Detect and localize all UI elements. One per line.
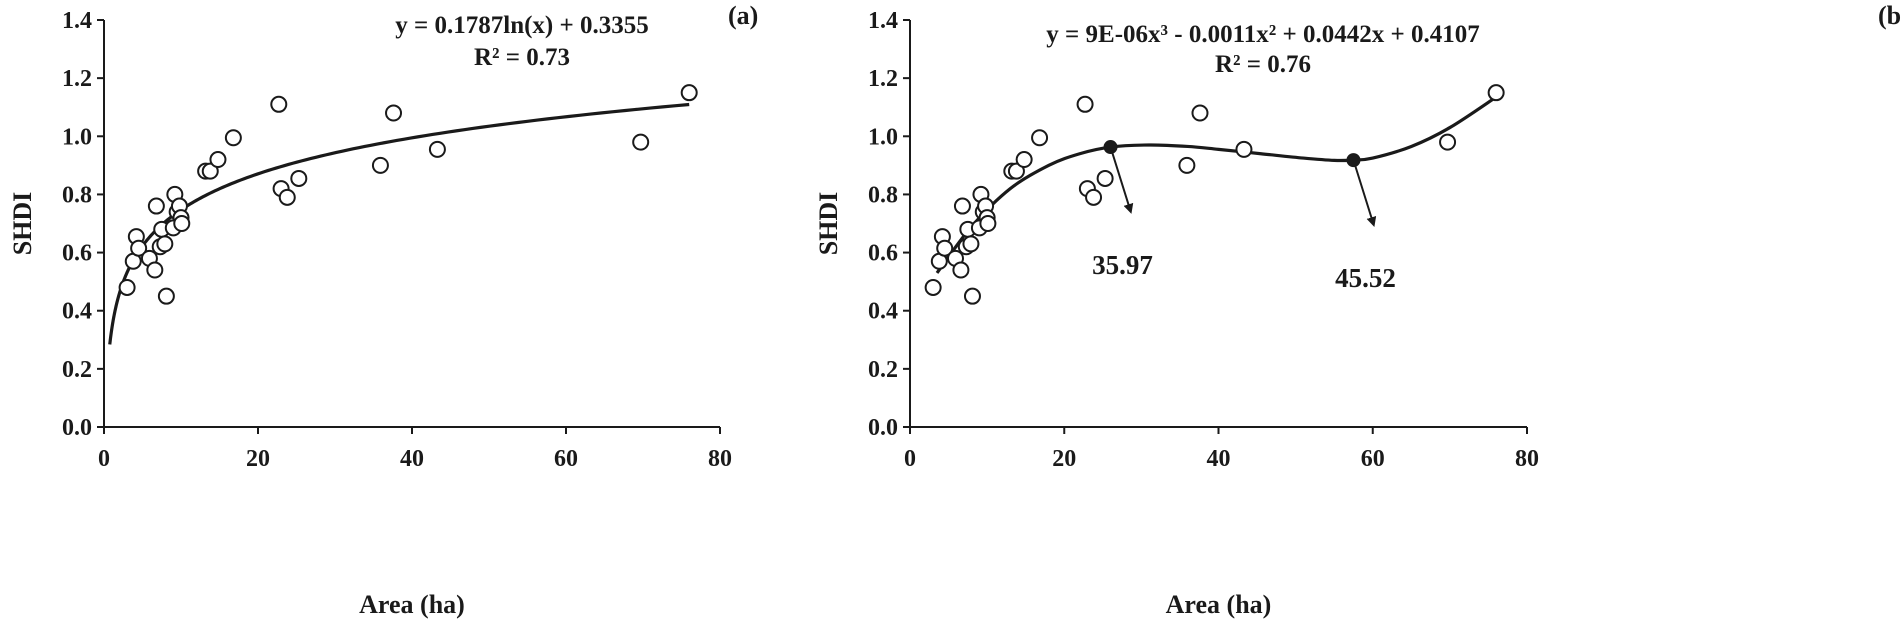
data-point xyxy=(371,156,389,174)
data-point xyxy=(1096,169,1114,187)
x-tick-label: 80 xyxy=(1515,446,1539,472)
data-point xyxy=(157,287,175,305)
panel-label: (a) xyxy=(728,1,758,30)
y-tick-label: 0.4 xyxy=(868,299,898,325)
turning-point-arrow xyxy=(1352,159,1377,227)
turning-point-label: 45.52 xyxy=(1335,263,1396,293)
y-tick-label: 0.4 xyxy=(62,299,92,325)
data-point xyxy=(385,104,403,122)
x-tick-label: 20 xyxy=(1052,446,1076,472)
trendline-equation: y = 0.1787ln(x) + 0.3355 xyxy=(395,12,649,39)
data-point xyxy=(201,162,219,180)
x-tick-label: 0 xyxy=(98,446,110,472)
y-tick-label: 0.8 xyxy=(868,182,898,208)
data-point xyxy=(173,215,191,232)
data-point xyxy=(130,239,148,257)
r-squared-label: R² = 0.73 xyxy=(474,44,570,71)
y-tick-label: 1.4 xyxy=(868,8,898,34)
y-tick-label: 1.0 xyxy=(868,124,898,150)
data-point xyxy=(1085,188,1103,206)
trendline-equation: y = 9E-06x³ - 0.0011x² + 0.0442x + 0.410… xyxy=(1046,21,1479,48)
data-point xyxy=(953,197,971,215)
y-tick-label: 1.4 xyxy=(62,8,92,34)
data-point xyxy=(924,278,942,296)
y-tick-label: 0.2 xyxy=(868,357,898,383)
data-point xyxy=(224,129,242,147)
data-point xyxy=(156,235,174,253)
x-tick-label: 0 xyxy=(904,446,916,472)
data-point xyxy=(209,151,227,169)
data-point xyxy=(278,188,296,206)
y-tick-label: 1.0 xyxy=(62,124,92,150)
data-point xyxy=(962,235,980,253)
x-tick-label: 40 xyxy=(400,446,424,472)
data-point xyxy=(270,95,288,113)
x-tick-label: 80 xyxy=(708,446,732,472)
x-tick-label: 60 xyxy=(554,446,578,472)
data-point xyxy=(1076,95,1094,113)
turning-point-label: 35.97 xyxy=(1092,250,1153,280)
trendline xyxy=(935,95,1498,274)
chart-panel-b: 0.0 0.2 0.4 0.6 0.8 1.0 1.2 1.4 0 20 40 60 80 Area (h… xyxy=(814,1,1901,619)
data-point xyxy=(1178,156,1196,174)
y-tick-label: 0.2 xyxy=(62,357,92,383)
x-tick-label: 40 xyxy=(1207,446,1231,472)
data-point xyxy=(428,140,446,158)
chart-panel-a: 0.0 0.2 0.4 0.6 0.8 1.0 1.2 1.4 0 20 40 60 80 Area (h… xyxy=(8,1,758,619)
data-point xyxy=(952,261,970,279)
data-point xyxy=(632,133,650,151)
data-point xyxy=(1007,162,1025,180)
r-squared-label: R² = 0.76 xyxy=(1215,51,1311,78)
data-point xyxy=(147,197,165,215)
y-tick-label: 1.2 xyxy=(62,66,92,92)
data-point xyxy=(1235,140,1253,158)
data-point xyxy=(963,287,981,305)
y-tick-label: 0.6 xyxy=(868,241,898,267)
y-tick-label: 1.2 xyxy=(868,66,898,92)
data-point xyxy=(290,169,308,187)
data-point xyxy=(979,215,997,232)
y-axis-title: SHDI xyxy=(814,192,843,256)
trendline xyxy=(108,102,690,345)
x-tick-label: 20 xyxy=(246,446,270,472)
data-point xyxy=(1015,151,1033,169)
data-point xyxy=(1487,84,1505,102)
y-tick-label: 0.0 xyxy=(62,415,92,441)
data-point xyxy=(1031,129,1049,147)
data-point xyxy=(146,261,164,279)
x-axis-title: Area (ha) xyxy=(1166,590,1272,619)
x-axis-title: Area (ha) xyxy=(359,590,465,619)
y-tick-label: 0.0 xyxy=(868,415,898,441)
turning-point-arrow xyxy=(1109,146,1134,214)
y-tick-label: 0.6 xyxy=(62,241,92,267)
y-tick-label: 0.8 xyxy=(62,182,92,208)
data-point xyxy=(118,278,136,296)
x-tick-label: 60 xyxy=(1361,446,1385,472)
data-point xyxy=(1191,104,1209,122)
panel-label: (b) xyxy=(1878,1,1901,30)
data-point xyxy=(936,239,954,257)
y-axis-title: SHDI xyxy=(8,192,37,256)
data-point xyxy=(1439,133,1457,151)
data-point xyxy=(680,84,698,102)
